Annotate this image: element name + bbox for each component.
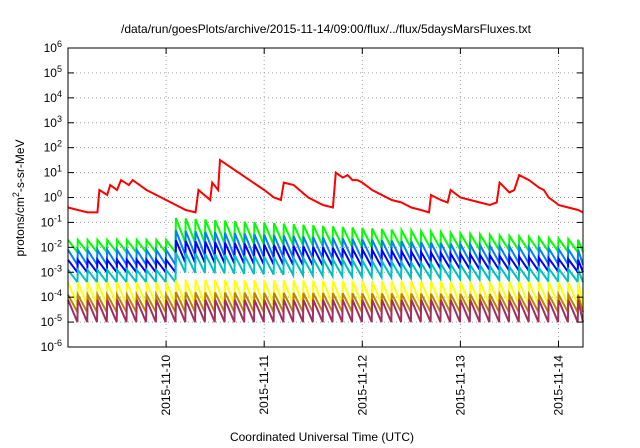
y-axis-ticks: 10-6 10-5 10-4 10-3 10-2 10-1 100 101 102 103 104 1… <box>41 39 583 354</box>
x-tick-label: 2015-11-12 <box>355 355 369 416</box>
x-tick-label: 2015-11-14 <box>551 355 565 416</box>
series-line-6 <box>67 279 584 305</box>
y-tick-label: 10-3 <box>41 263 62 279</box>
x-tick-label: 2015-11-11 <box>257 355 271 415</box>
y-tick-label: 10-1 <box>41 213 62 229</box>
y-tick-label: 104 <box>44 89 62 105</box>
x-tick-label: 2015-11-10 <box>159 355 173 416</box>
y-tick-label: 10-2 <box>41 238 62 254</box>
y-tick-label: 106 <box>44 39 62 55</box>
y-tick-label: 105 <box>44 64 62 80</box>
x-tick-label: 2015-11-13 <box>453 355 467 416</box>
series-line-1 <box>67 158 584 214</box>
y-tick-label: 103 <box>44 114 62 130</box>
y-tick-label: 102 <box>44 139 62 155</box>
y-tick-label: 10-5 <box>41 313 62 329</box>
series-line-3 <box>67 230 584 269</box>
y-axis-label: protons/cm2-s-sr-MeV <box>11 139 27 256</box>
y-tick-label: 10-4 <box>41 288 62 304</box>
y-tick-label: 10-6 <box>41 338 62 354</box>
series-line-2 <box>67 217 584 256</box>
y-tick-label: 101 <box>44 164 62 180</box>
series-line-8 <box>67 299 584 323</box>
series-line-5 <box>67 252 584 286</box>
x-axis-ticks: 2015-11-10 2015-11-11 2015-11-12 2015-11-13… <box>159 48 565 416</box>
x-axis-label: Coordinated Universal Time (UTC) <box>230 430 414 444</box>
series-lines <box>67 158 584 323</box>
chart-title: /data/run/goesPlots/archive/2015-11-14/0… <box>121 22 532 36</box>
series-line-4 <box>67 239 584 276</box>
y-tick-label: 100 <box>44 189 62 205</box>
